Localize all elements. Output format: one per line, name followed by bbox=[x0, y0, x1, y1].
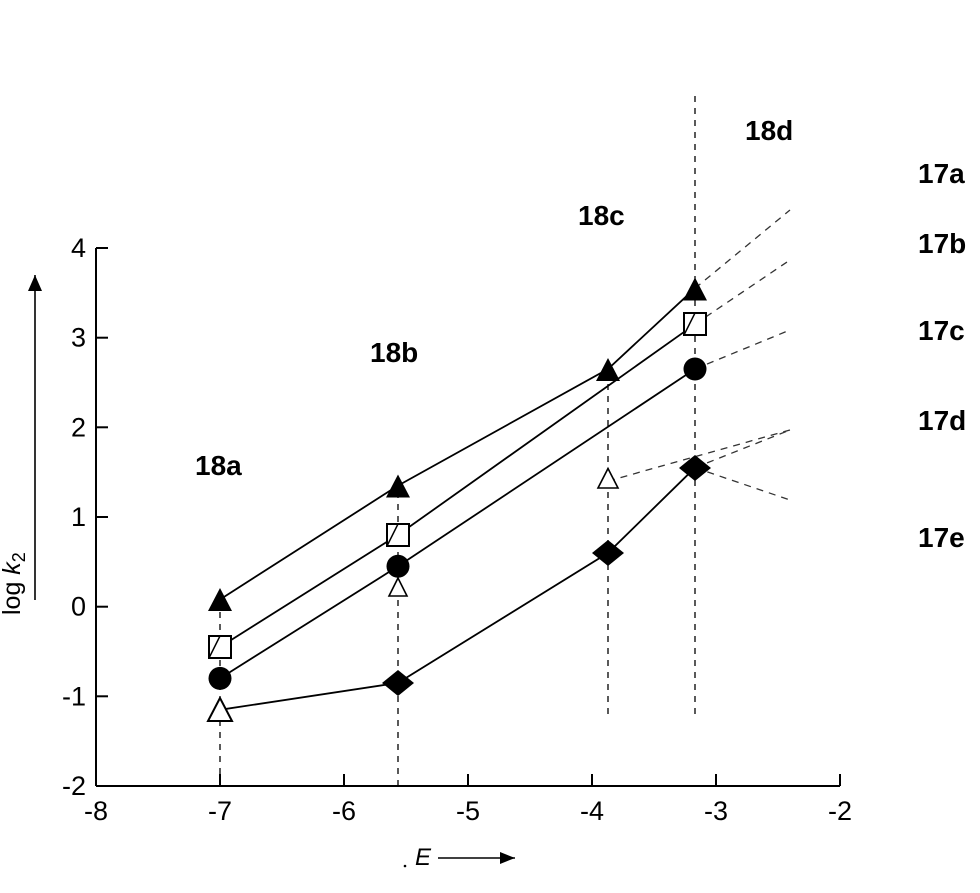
svg-text:-5: -5 bbox=[456, 796, 480, 826]
svg-text:17e: 17e bbox=[918, 522, 965, 553]
svg-text:-4: -4 bbox=[580, 796, 604, 826]
svg-text:-3: -3 bbox=[704, 796, 728, 826]
svg-text:log k2: log k2 bbox=[0, 552, 29, 615]
svg-text:1: 1 bbox=[71, 502, 86, 532]
svg-text:E: E bbox=[415, 844, 432, 871]
svg-text:-2: -2 bbox=[828, 796, 852, 826]
svg-text:17a: 17a bbox=[918, 158, 965, 189]
svg-text:4: 4 bbox=[71, 233, 86, 263]
svg-text:18d: 18d bbox=[745, 115, 793, 146]
svg-text:-2: -2 bbox=[62, 771, 86, 801]
svg-text:-6: -6 bbox=[332, 796, 356, 826]
svg-text:3: 3 bbox=[71, 323, 86, 353]
svg-text:18a: 18a bbox=[195, 450, 242, 481]
svg-text:18c: 18c bbox=[578, 200, 625, 231]
svg-text:-1: -1 bbox=[62, 681, 86, 711]
svg-text:2: 2 bbox=[71, 412, 86, 442]
svg-text:17b: 17b bbox=[918, 228, 966, 259]
svg-text:18b: 18b bbox=[370, 337, 418, 368]
svg-text:-8: -8 bbox=[84, 796, 108, 826]
svg-text:17d: 17d bbox=[918, 405, 966, 436]
svg-text:0: 0 bbox=[71, 592, 86, 622]
svg-text:-7: -7 bbox=[208, 796, 232, 826]
svg-text:17c: 17c bbox=[918, 315, 965, 346]
